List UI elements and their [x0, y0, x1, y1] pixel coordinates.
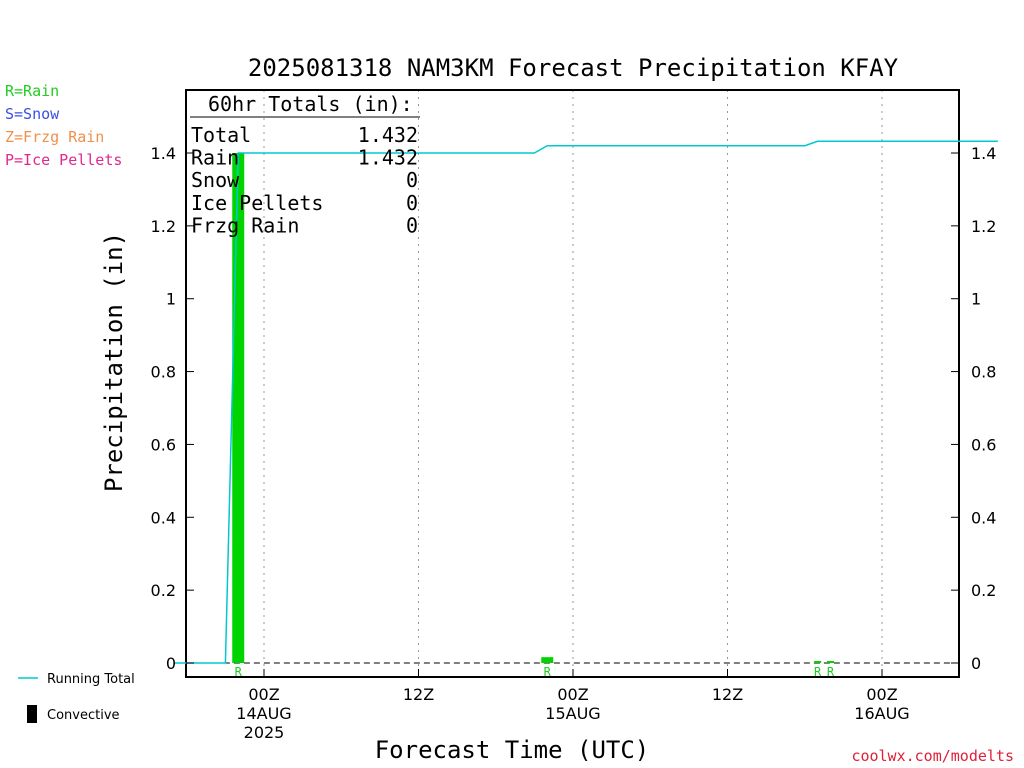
y-tick-label: 0 — [166, 654, 176, 673]
x-axis-label: Forecast Time (UTC) — [375, 736, 650, 764]
credit-text: coolwx.com/modelts — [851, 747, 1014, 765]
totals-row-label: Ice Pellets — [191, 191, 323, 215]
totals-box: 60hr Totals (in): Total 1.432 Rain 1.432 Snow… — [190, 92, 420, 237]
totals-row-label: Total — [191, 123, 251, 147]
precip-bars — [232, 153, 834, 663]
legend-swatch-bar — [27, 705, 37, 723]
y-tick-label: 0.2 — [151, 581, 176, 600]
totals-row-value: 0 — [406, 191, 418, 215]
type-marker: R — [235, 665, 243, 679]
y-axis-left: 0 0.2 0.4 0.6 0.8 1 1.2 1.4 — [151, 144, 194, 673]
y-tick-label: 1.2 — [971, 217, 996, 236]
totals-row-label: Snow — [191, 168, 240, 192]
y-tick-label: 0 — [971, 654, 981, 673]
running-total-line — [173, 140, 998, 664]
grid — [263, 90, 883, 677]
x-tick-date: 15AUG — [545, 704, 600, 723]
x-tick-date: 14AUG — [236, 704, 291, 723]
type-legend-item: P=Ice Pellets — [5, 151, 122, 169]
y-tick-label: 1.4 — [971, 144, 996, 163]
y-tick-label: 0.4 — [971, 508, 996, 527]
legend-label: Convective — [47, 708, 120, 723]
x-tick-label: 12Z — [712, 685, 743, 704]
type-marker: R — [814, 665, 822, 679]
type-legend-item: R=Rain — [5, 82, 59, 100]
type-legend-item: Z=Frzg Rain — [5, 128, 104, 146]
y-tick-label: 0.6 — [971, 435, 996, 454]
y-axis-right: 0 0.2 0.4 0.6 0.8 1 1.2 1.4 — [951, 144, 996, 673]
y-tick-label: 0.2 — [971, 581, 996, 600]
type-legend-item: S=Snow — [5, 105, 60, 123]
x-tick-date: 16AUG — [854, 704, 909, 723]
legend-label: Running Total — [47, 672, 135, 687]
x-tick-label: 00Z — [248, 685, 279, 704]
precip-bar — [814, 661, 822, 663]
type-marker: R — [827, 665, 835, 679]
x-tick-label: 12Z — [403, 685, 434, 704]
chart-title: 2025081318 NAM3KM Forecast Precipitation… — [248, 54, 899, 82]
y-tick-label: 1 — [166, 290, 176, 309]
y-axis-label: Precipitation (in) — [100, 232, 128, 492]
totals-row-value: 1.432 — [358, 123, 418, 147]
y-tick-label: 1.4 — [151, 144, 176, 163]
precip-bar — [827, 661, 834, 663]
totals-row-label: Rain — [191, 146, 239, 170]
precip-bar — [541, 657, 554, 663]
y-tick-label: 1 — [971, 290, 981, 309]
y-tick-label: 0.4 — [151, 508, 176, 527]
totals-header: 60hr Totals (in): — [208, 92, 413, 116]
x-tick-label: 00Z — [866, 685, 897, 704]
series-legend: Running Total Convective — [18, 672, 135, 723]
y-tick-label: 0.8 — [971, 363, 996, 382]
totals-row-value: 0 — [406, 213, 418, 237]
type-legend: R=Rain S=Snow Z=Frzg Rain P=Ice Pellets — [5, 82, 122, 169]
x-tick-label: 00Z — [557, 685, 588, 704]
type-marker: R — [544, 665, 552, 679]
y-tick-label: 1.2 — [151, 217, 176, 236]
totals-row-label: Frzg Rain — [191, 213, 299, 237]
totals-row-value: 0 — [406, 168, 418, 192]
y-tick-label: 0.6 — [151, 435, 176, 454]
y-tick-label: 0.8 — [151, 363, 176, 382]
totals-row-value: 1.432 — [358, 146, 418, 170]
x-tick-year: 2025 — [244, 723, 285, 742]
